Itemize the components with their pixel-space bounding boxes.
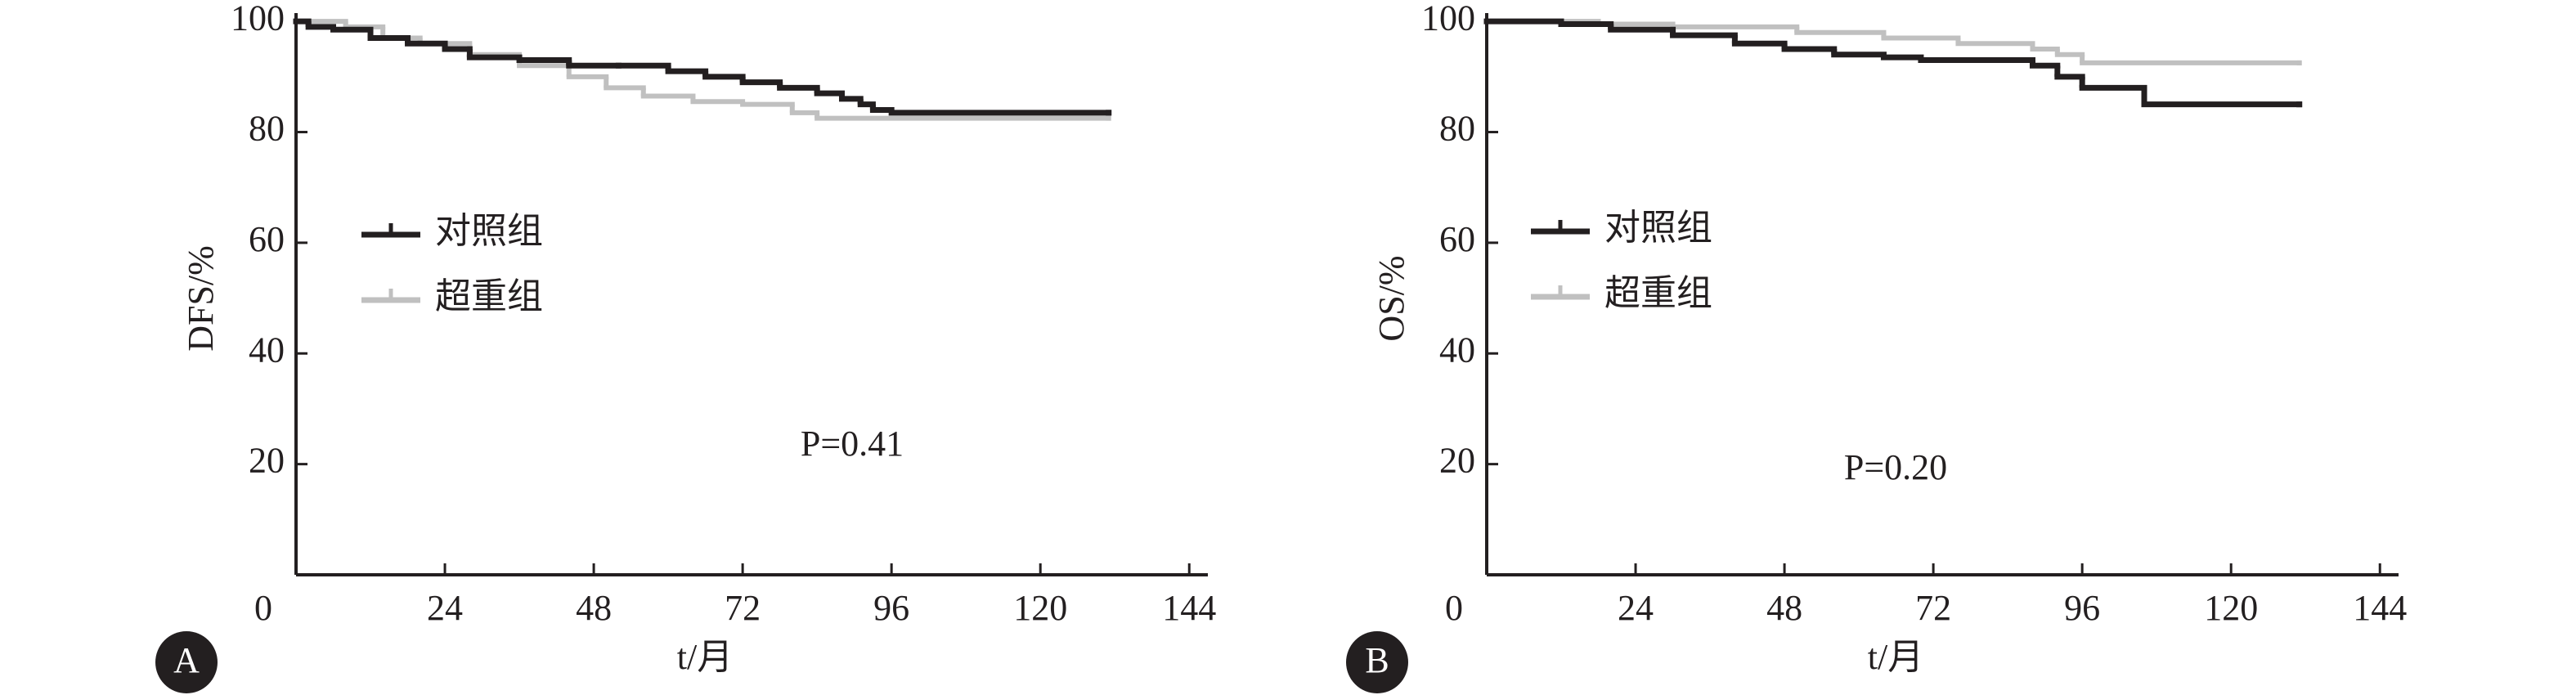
y-tick-label: 40 [1439,330,1475,370]
y-tick-label: 60 [249,219,285,259]
y-axis-label: OS/% [1371,255,1411,341]
x-axis-label: t/月 [1868,637,1923,677]
x-tick-label: 120 [1013,588,1067,628]
x-tick-label: 120 [2204,588,2258,628]
annotation: P=0.41 [801,424,904,464]
panel: 0 24 48 72 96 120 144 20 40 60 80 100 t/月 OS/% P=0.20 B… [1346,0,2407,693]
y-tick-label: 20 [249,441,285,481]
legend-label: 超重组 [435,276,543,316]
x-tick-label: 24 [427,588,463,628]
y-axis-label: DFS/% [181,245,221,352]
x-tick-label: 24 [1618,588,1654,628]
x-tick-label: 48 [1766,588,1802,628]
y-tick-label: 20 [1439,441,1475,481]
legend-label: 超重组 [1604,273,1712,313]
panel-label: A [173,640,200,680]
y-tick-label: 100 [1421,0,1475,38]
x-tick-label: 72 [725,588,761,628]
annotation: P=0.20 [1844,447,1947,487]
x-axis-label: t/月 [677,637,733,677]
x-tick-label: 144 [1162,588,1216,628]
y-tick-label: 100 [231,0,285,38]
x-tick-label: 96 [2064,588,2100,628]
y-tick-label: 60 [1439,219,1475,259]
y-tick-label: 40 [249,330,285,370]
y-tick-label: 80 [1439,109,1475,149]
panel-badge [1346,631,1408,693]
panel-label: B [1365,640,1389,680]
x-tick-label: 96 [873,588,909,628]
legend-label: 对照组 [435,211,543,251]
legend-label: 对照组 [1604,208,1712,248]
x-tick-label: 0 [1445,588,1463,628]
x-tick-label: 0 [254,588,272,628]
x-tick-label: 48 [576,588,612,628]
panel-badge [155,631,218,693]
x-tick-label: 144 [2353,588,2407,628]
panel: 0 24 48 72 96 120 144 20 40 60 80 100 t/月 DFS/% P=0.41… [155,0,1216,693]
y-tick-label: 80 [249,109,285,149]
x-tick-label: 72 [1915,588,1951,628]
